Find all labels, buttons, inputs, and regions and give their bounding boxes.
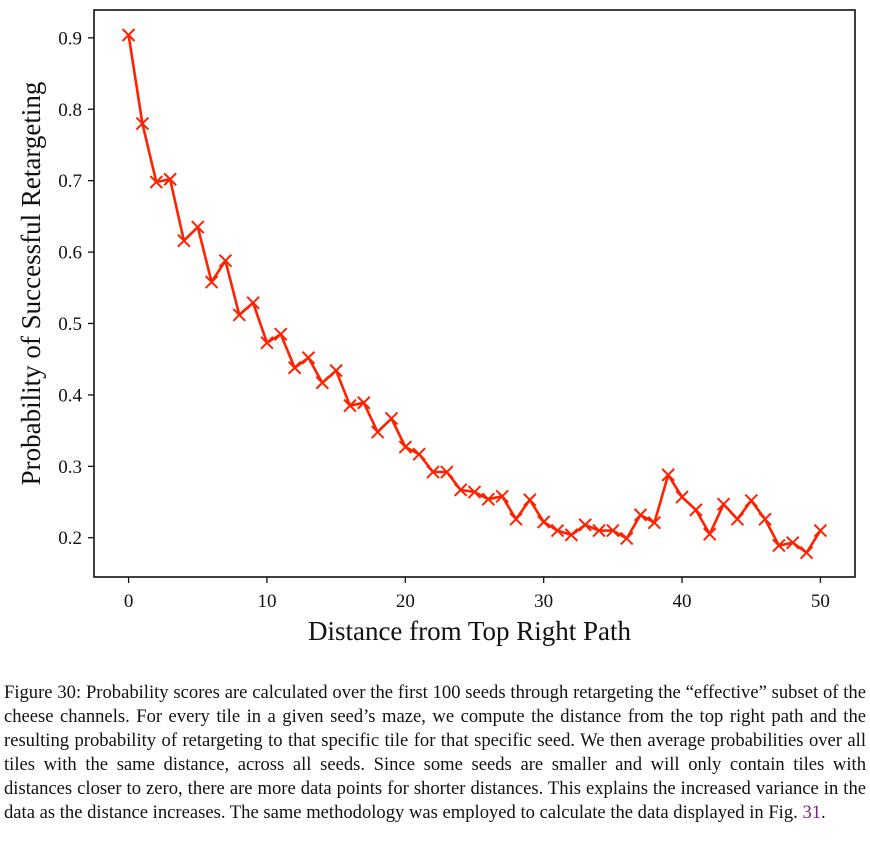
data-point-marker — [440, 465, 454, 479]
data-point-marker — [453, 483, 468, 497]
x-tick-label: 10 — [257, 591, 276, 612]
y-tick-label: 0.5 — [58, 314, 82, 335]
data-point-marker — [357, 396, 371, 410]
y-tick-label: 0.9 — [58, 28, 82, 49]
data-point-marker — [329, 363, 343, 378]
caption-end: . — [821, 802, 826, 823]
data-point-marker — [260, 336, 274, 350]
data-point-marker — [370, 425, 385, 439]
y-tick-label: 0.2 — [58, 528, 82, 549]
data-point-marker — [121, 28, 136, 42]
y-tick-label: 0.3 — [58, 457, 82, 478]
x-axis-label: Distance from Top Right Path — [308, 616, 632, 646]
y-tick-label: 0.8 — [58, 100, 82, 121]
data-point-marker — [813, 523, 828, 538]
data-point-marker — [592, 523, 606, 538]
data-point-marker — [675, 490, 689, 504]
figure-caption: Figure 30: Probability scores are calcul… — [4, 681, 866, 825]
data-point-marker — [246, 296, 260, 310]
data-point-marker — [786, 536, 800, 550]
data-point-marker — [315, 376, 330, 390]
data-point-marker — [177, 233, 191, 248]
data-point-marker — [163, 172, 177, 186]
data-point-marker — [218, 253, 233, 268]
caption-text: Probability scores are calculated over t… — [4, 682, 866, 823]
data-point-marker — [564, 528, 579, 542]
x-tick-label: 20 — [396, 591, 415, 612]
data-point-marker — [481, 492, 496, 506]
data-point-marker — [772, 538, 786, 553]
series-line — [127, 34, 822, 555]
caption-label: Figure 30: — [4, 682, 82, 703]
data-point-marker — [135, 116, 150, 131]
data-point-marker — [703, 527, 717, 541]
x-tick-label: 0 — [124, 591, 134, 612]
data-point-marker — [633, 508, 648, 522]
data-point-marker — [647, 516, 662, 530]
data-point-marker — [578, 518, 592, 532]
data-point-marker — [799, 546, 814, 560]
data-point-marker — [398, 440, 413, 454]
axes-frame — [93, 9, 856, 578]
data-point-marker — [149, 175, 163, 189]
data-point-marker — [619, 531, 634, 546]
y-tick-label: 0.6 — [58, 243, 82, 264]
data-point-marker — [509, 512, 523, 526]
data-point-marker — [426, 465, 440, 479]
data-point-marker — [661, 468, 675, 482]
figure-reference-link[interactable]: 31 — [802, 802, 822, 823]
data-point-marker — [287, 361, 302, 375]
data-point-marker — [550, 523, 565, 538]
data-point-marker — [412, 447, 426, 461]
data-point-marker — [232, 308, 246, 322]
x-tick-label: 30 — [534, 591, 553, 612]
data-point-marker — [758, 512, 772, 526]
data-point-marker — [384, 411, 399, 426]
data-point-marker — [467, 485, 482, 499]
data-point-marker — [536, 515, 551, 529]
axis-ticks: 0 10 20 30 40 50 0.2 0.3 0.4 0.5 0.6 0.7 0.8 0.9 — [58, 28, 830, 612]
x-tick-label: 40 — [673, 591, 692, 612]
data-point-marker — [744, 493, 758, 508]
data-point-marker — [274, 327, 288, 341]
y-axis-label: Probability of Successful Retargeting — [16, 82, 46, 486]
data-point-marker — [716, 497, 731, 511]
data-point-marker — [204, 275, 219, 289]
data-point-marker — [495, 489, 509, 504]
x-tick-label: 50 — [811, 591, 830, 612]
data-point-marker — [730, 512, 745, 526]
y-tick-label: 0.4 — [58, 385, 82, 406]
data-point-marker — [689, 503, 703, 517]
data-point-marker — [606, 523, 620, 538]
plot-area — [121, 28, 828, 560]
y-tick-label: 0.7 — [58, 171, 82, 192]
line-chart: 0 10 20 30 40 50 0.2 0.3 0.4 0.5 0.6 0.7 0.8 0.9 Dist… — [16, 9, 856, 646]
data-point-marker — [301, 351, 316, 365]
data-point-marker — [191, 220, 205, 234]
data-point-marker — [523, 493, 537, 507]
data-point-marker — [343, 398, 357, 413]
